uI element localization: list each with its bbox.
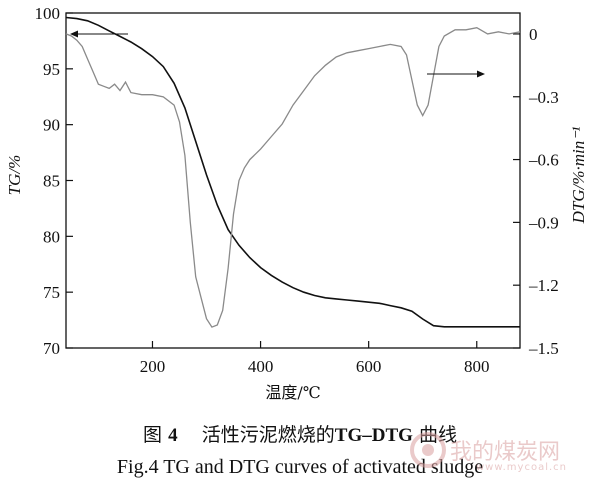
- right-tick-label: 0: [529, 25, 538, 44]
- left-tick-label: 100: [35, 4, 61, 23]
- left-axis-title: TG/%: [5, 155, 24, 196]
- right-tick-label: –1.2: [528, 276, 559, 295]
- bottom-axis-ticks: 200 400 600 800: [140, 341, 490, 376]
- caption-figure-number: 4: [168, 425, 178, 446]
- right-tick-label: –0.9: [528, 213, 559, 232]
- bottom-tick-label: 200: [140, 357, 166, 376]
- tg-arrow-annotation: [70, 30, 128, 38]
- left-axis-ticks: 70 75 80 85 90 95 100: [35, 4, 73, 358]
- right-axis-ticks: 0 –0.3 –0.6 –0.9 –1.2 –1.5: [513, 25, 559, 358]
- left-tick-label: 70: [43, 339, 60, 358]
- watermark-text: 我的煤炭网: [450, 440, 561, 465]
- right-tick-label: –1.5: [528, 339, 559, 358]
- bottom-tick-label: 800: [464, 357, 490, 376]
- figure-caption-english: Fig.4 TG and DTG curves of activated slu…: [116, 456, 484, 478]
- watermark-url: www.mycoal.cn: [476, 462, 567, 473]
- left-tick-label: 80: [43, 227, 60, 246]
- bottom-tick-label: 400: [248, 357, 274, 376]
- caption-prefix: 图: [143, 424, 163, 446]
- right-axis-title: DTG/%·min⁻¹: [569, 127, 588, 225]
- arrow-left-icon: [70, 30, 78, 38]
- plot-frame: [65, 12, 521, 349]
- left-tick-label: 85: [43, 172, 60, 191]
- left-tick-label: 90: [43, 116, 60, 135]
- x-axis-title: 温度/℃: [265, 383, 320, 402]
- caption-suffix: 曲线: [418, 424, 457, 446]
- arrow-right-icon: [477, 70, 485, 78]
- dtg-series-line: [65, 27, 521, 328]
- caption-text: 活性污泥燃烧的: [201, 424, 335, 446]
- figure-caption-chinese: 图 4 活性污泥燃烧的TG–DTG 曲线: [0, 420, 600, 447]
- tg-series-line: [65, 16, 520, 328]
- caption-bold-term: TG–DTG: [334, 425, 413, 446]
- right-tick-label: –0.6: [528, 151, 559, 170]
- dtg-arrow-annotation: [427, 70, 485, 78]
- left-tick-label: 75: [43, 283, 60, 302]
- watermark-logo-icon: [410, 432, 446, 468]
- left-tick-label: 95: [43, 60, 60, 79]
- site-watermark: 我的煤炭网 www.mycoal.cn: [406, 424, 586, 480]
- right-tick-label: –0.3: [528, 88, 559, 107]
- bottom-tick-label: 600: [356, 357, 382, 376]
